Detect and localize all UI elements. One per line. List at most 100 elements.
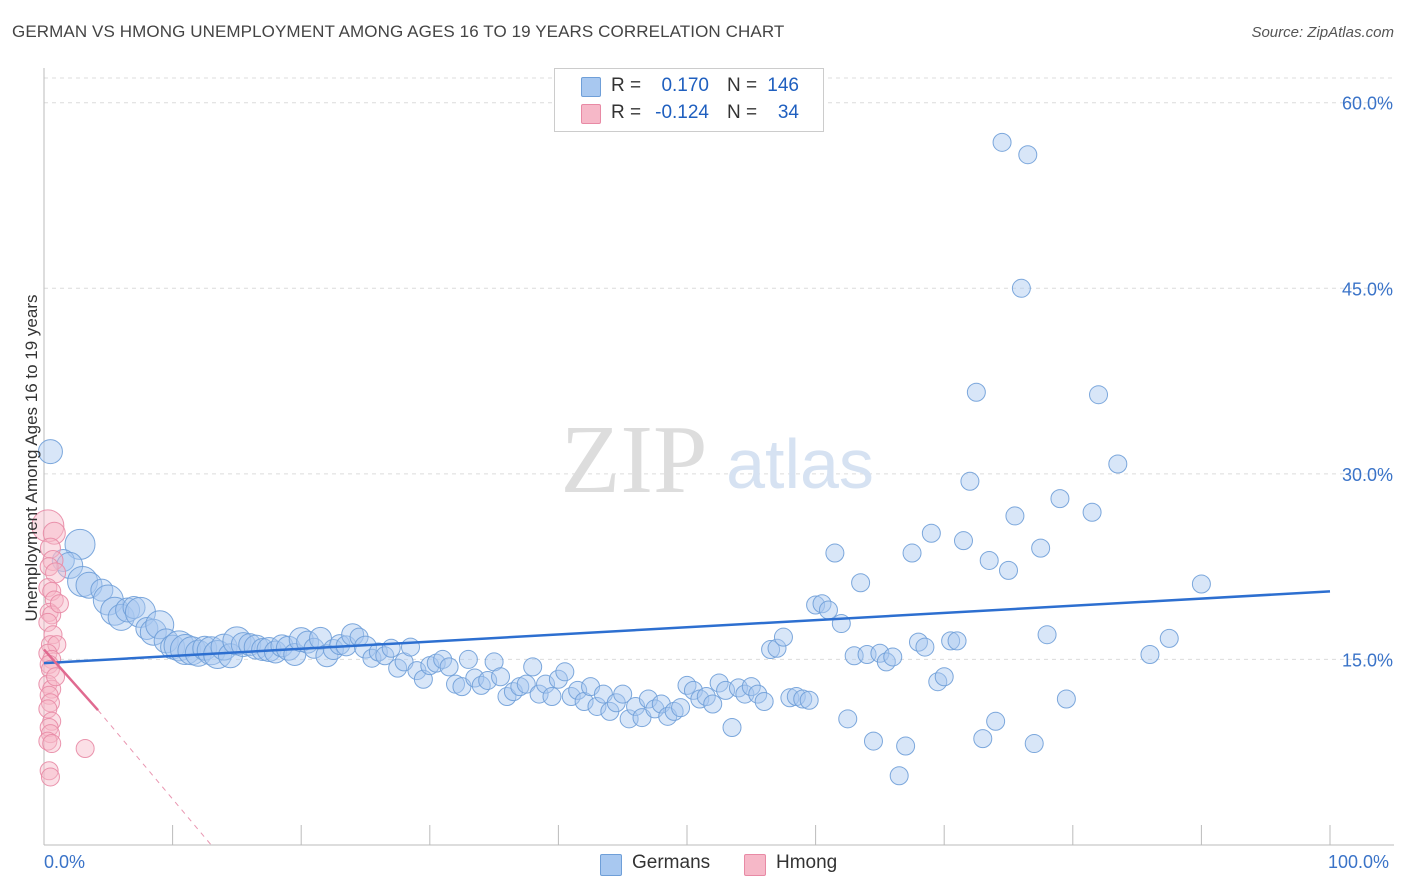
data-point xyxy=(39,685,59,705)
data-point xyxy=(1031,538,1051,558)
data-point xyxy=(741,677,761,697)
data-point xyxy=(568,680,588,700)
data-point xyxy=(767,638,787,658)
stats-swatch-hmong xyxy=(581,104,601,124)
stats-r-label: R = xyxy=(611,75,642,96)
data-point xyxy=(42,521,66,545)
data-point xyxy=(908,632,928,652)
data-point xyxy=(39,717,59,737)
data-point xyxy=(40,724,60,744)
data-point xyxy=(889,766,909,786)
data-point xyxy=(40,767,60,787)
data-point xyxy=(979,550,999,570)
data-point xyxy=(851,573,871,593)
data-point xyxy=(587,696,607,716)
data-point xyxy=(613,684,633,704)
data-point xyxy=(381,638,401,658)
data-point xyxy=(863,731,883,751)
y-tick-label: 30.0% xyxy=(1342,465,1393,485)
data-point xyxy=(883,647,903,667)
data-point xyxy=(478,670,498,690)
data-point xyxy=(458,649,478,669)
watermark-zip: ZIP xyxy=(561,406,708,514)
data-point xyxy=(523,657,543,677)
data-point xyxy=(471,675,491,695)
data-point xyxy=(902,543,922,563)
data-point xyxy=(536,674,556,694)
data-point xyxy=(548,669,568,689)
data-point xyxy=(934,667,954,687)
data-point xyxy=(1056,689,1076,709)
data-point xyxy=(1140,644,1160,664)
data-point xyxy=(368,642,388,662)
data-point xyxy=(38,612,58,632)
legend-label-hmong: Hmong xyxy=(776,852,838,873)
data-point xyxy=(107,603,135,631)
data-point xyxy=(947,631,967,651)
legend-swatch-germans xyxy=(600,854,622,876)
data-point xyxy=(542,687,562,707)
gridlines xyxy=(44,77,1394,660)
data-point xyxy=(876,652,896,672)
stats-n-label: N = xyxy=(727,75,758,96)
trendlines xyxy=(43,590,1331,846)
data-point xyxy=(75,739,95,759)
data-point xyxy=(793,689,813,709)
legend-swatch-hmong xyxy=(744,854,766,876)
y-tick-labels: 15.0% 30.0% 45.0% 60.0% xyxy=(1342,94,1393,671)
stats-n-value: 34 xyxy=(777,102,799,123)
data-point xyxy=(992,132,1012,152)
data-point xyxy=(1082,502,1102,522)
stats-r-value: -0.124 xyxy=(655,102,709,123)
data-point xyxy=(1018,145,1038,165)
data-point xyxy=(966,382,986,402)
data-point xyxy=(39,761,59,781)
data-point xyxy=(915,637,935,657)
data-point xyxy=(941,631,961,651)
y-tick-label: 60.0% xyxy=(1342,94,1393,114)
data-point xyxy=(960,471,980,491)
chart-title: GERMAN VS HMONG UNEMPLOYMENT AMONG AGES … xyxy=(12,22,785,41)
data-point xyxy=(671,698,691,718)
data-point xyxy=(921,523,941,543)
data-point xyxy=(42,734,62,754)
data-point xyxy=(825,543,845,563)
data-point xyxy=(703,694,723,714)
data-point xyxy=(64,528,96,560)
data-point xyxy=(896,736,916,756)
data-point xyxy=(677,675,697,695)
data-point xyxy=(1011,278,1031,298)
stats-r-value: 0.170 xyxy=(661,75,709,96)
data-point xyxy=(49,594,69,614)
legend: Germans Hmong xyxy=(0,852,1406,876)
data-point xyxy=(761,640,781,660)
data-point xyxy=(516,674,536,694)
data-point xyxy=(375,646,395,666)
y-tick-label: 15.0% xyxy=(1342,650,1393,670)
axes xyxy=(43,68,1394,846)
data-point xyxy=(1050,489,1070,509)
data-point xyxy=(46,667,66,687)
data-point xyxy=(315,644,339,668)
stats-r-label: R = xyxy=(611,102,642,123)
data-point xyxy=(748,684,768,704)
x-tick-label-min: 0.0% xyxy=(44,852,86,872)
data-point xyxy=(754,691,774,711)
data-point xyxy=(39,557,59,577)
data-point xyxy=(664,701,684,721)
data-point xyxy=(953,531,973,551)
data-point xyxy=(838,709,858,729)
data-point xyxy=(37,439,63,465)
trendline-hmong xyxy=(43,648,99,711)
data-point xyxy=(1024,734,1044,754)
data-point xyxy=(1005,506,1025,526)
data-point xyxy=(638,689,658,709)
data-point xyxy=(426,653,446,673)
data-point xyxy=(135,617,159,641)
data-point xyxy=(38,578,58,598)
data-point xyxy=(999,560,1018,580)
data-point xyxy=(722,717,742,737)
data-point xyxy=(122,595,146,619)
data-point xyxy=(439,657,459,677)
data-point xyxy=(1159,628,1179,648)
